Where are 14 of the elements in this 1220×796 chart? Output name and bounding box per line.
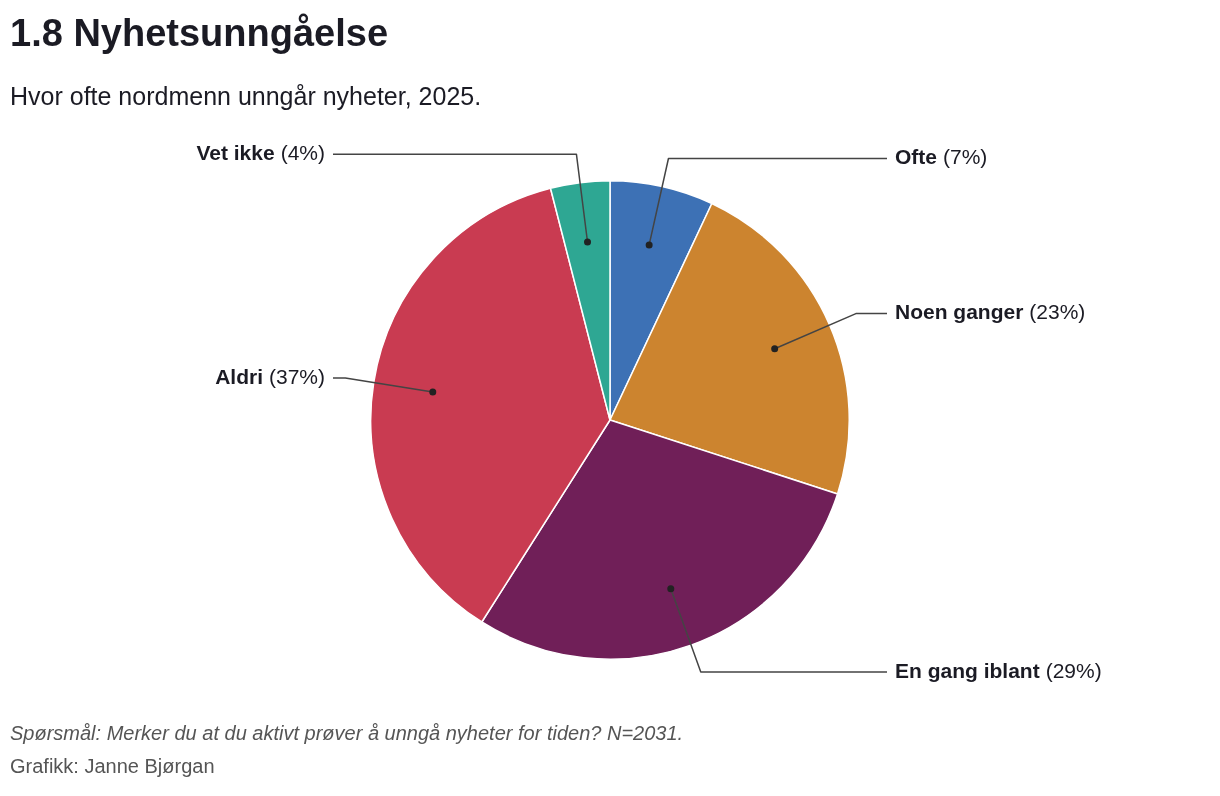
data-label: (7%) <box>943 145 988 169</box>
data-label: (4%) <box>280 140 326 164</box>
slice-label: Noen ganger <box>895 300 1024 324</box>
data-label: (23%) <box>1029 300 1086 324</box>
slice-label: Ofte <box>895 145 937 169</box>
data-label: (29%) <box>1045 658 1102 682</box>
slice-label: Vet ikke <box>196 140 275 164</box>
slice-label: Aldri <box>215 364 263 388</box>
text: Spørsmål: Merker du at du aktivt prøver å unngå nyheter for tiden? N=2031. <box>10 722 684 745</box>
slice-label: En gang iblant <box>895 658 1040 682</box>
text: Grafikk: Janne Bjørgan <box>10 755 216 778</box>
chart-subtitle: Hvor ofte nordmenn unngår nyheter, 2025. <box>10 82 482 111</box>
data-label: (37%) <box>268 364 326 388</box>
chart-title: 1.8 Nyhetsunngåelse <box>10 12 389 55</box>
